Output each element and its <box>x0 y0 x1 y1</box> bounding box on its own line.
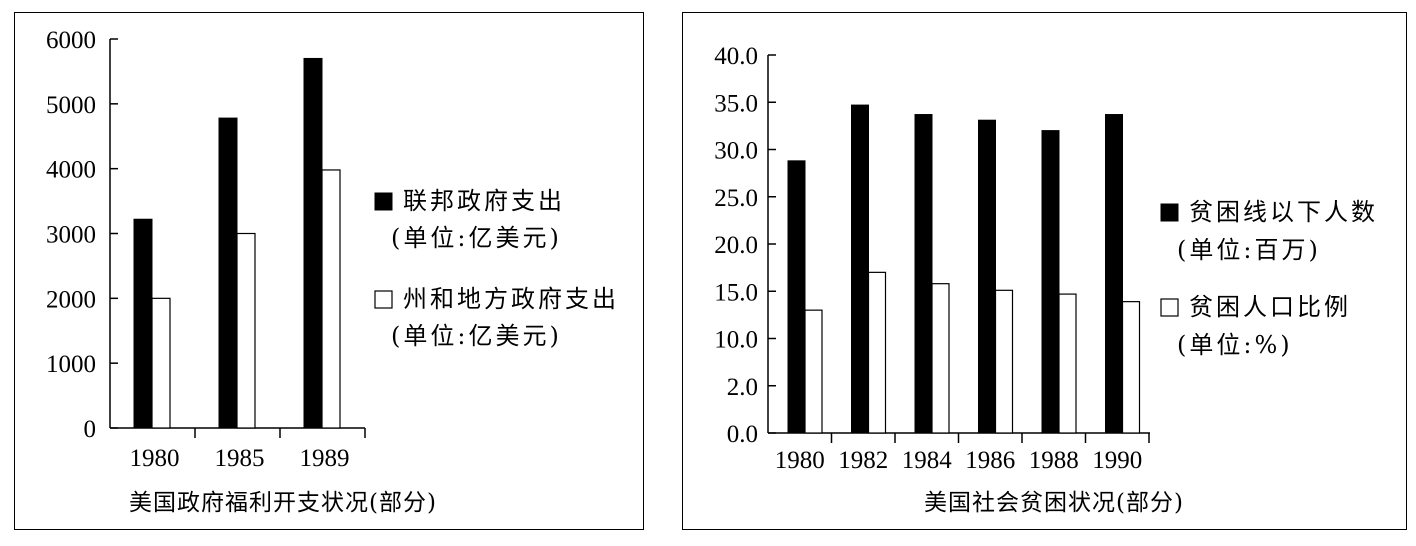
legend-unit-poverty-rate: (单位:%) <box>1177 331 1293 359</box>
bar-poverty-count-1984 <box>914 114 933 434</box>
legend-unit-state-local: (单位:亿美元) <box>391 322 562 350</box>
x-tick-label: 1988 <box>1029 447 1079 474</box>
legend-swatch-state-local <box>374 290 393 309</box>
bar-state-local-1989 <box>321 169 341 429</box>
legend-label-poverty-count: 贫困线以下人数 <box>1189 198 1378 226</box>
x-tick-label: 1980 <box>775 447 825 474</box>
y-tick-label: 3000 <box>46 222 96 249</box>
y-tick-label: 5000 <box>46 92 96 119</box>
y-tick-label: 0 <box>84 416 97 443</box>
poverty-chart-panel: 0.0 2.0 10.0 15.0 20.0 25.0 30.0 35.0 40.0 1980 19… <box>682 12 1407 530</box>
y-tick-label: 20.0 <box>714 232 758 259</box>
bar-state-local-1980 <box>151 297 171 429</box>
y-tick-label: 25.0 <box>714 185 758 212</box>
welfare-spending-chart: 0 1000 2000 3000 4000 5000 6000 1980 1985 1989 联邦… <box>46 27 619 516</box>
x-tick-label: 1980 <box>130 445 180 472</box>
legend-unit-poverty-count: (单位:百万) <box>1177 236 1321 264</box>
legend-unit-federal: (单位:亿美元) <box>391 224 562 252</box>
y-tick-label: 6000 <box>46 27 96 54</box>
x-tick-label: 1986 <box>965 447 1015 474</box>
y-tick-label: 1000 <box>46 351 96 378</box>
y-tick-label: 2000 <box>46 286 96 313</box>
bar-poverty-count-1986 <box>978 119 996 434</box>
bar-poverty-count-1990 <box>1105 114 1123 434</box>
y-tick-label: 0.0 <box>727 421 758 448</box>
poverty-chart: 0.0 2.0 10.0 15.0 20.0 25.0 30.0 35.0 40.0 1980 19… <box>714 43 1378 516</box>
bar-poverty-count-1982 <box>851 104 869 434</box>
chart-caption-welfare: 美国政府福利开支状况(部分) <box>129 490 437 516</box>
legend-label-state-local: 州和地方政府支出 <box>403 285 619 313</box>
x-tick-label: 1982 <box>838 447 888 474</box>
bar-poverty-rate-1984 <box>931 283 950 434</box>
legend-swatch-poverty-count <box>1160 203 1179 222</box>
legend-label-federal: 联邦政府支出 <box>403 187 565 215</box>
y-tick-label: 15.0 <box>714 279 758 306</box>
legend-label-poverty-rate: 贫困人口比例 <box>1189 293 1351 321</box>
bar-poverty-rate-1980 <box>804 309 823 434</box>
welfare-spending-chart-panel: 0 1000 2000 3000 4000 5000 6000 1980 1985 1989 联邦… <box>14 12 644 530</box>
bar-federal-1980 <box>133 218 153 429</box>
bar-poverty-rate-1982 <box>867 271 887 434</box>
bar-poverty-rate-1988 <box>1058 293 1077 434</box>
legend-swatch-federal <box>374 192 393 211</box>
x-tick-label: 1984 <box>902 447 953 474</box>
bar-state-local-1985 <box>236 232 256 429</box>
legend-swatch-poverty-rate <box>1160 298 1179 317</box>
bar-poverty-count-1988 <box>1041 130 1060 434</box>
bar-federal-1989 <box>303 57 323 429</box>
bar-poverty-count-1980 <box>787 160 806 434</box>
x-tick-label: 1985 <box>215 445 265 472</box>
x-tick-label: 1989 <box>300 445 350 472</box>
y-tick-label: 40.0 <box>714 43 758 70</box>
y-tick-label: 4000 <box>46 157 96 184</box>
bar-federal-1985 <box>218 117 238 429</box>
y-tick-label: 35.0 <box>714 90 758 117</box>
y-tick-label: 2.0 <box>727 374 758 401</box>
bar-poverty-rate-1990 <box>1121 301 1141 434</box>
bar-poverty-rate-1986 <box>994 289 1014 434</box>
y-tick-label: 10.0 <box>714 327 758 354</box>
x-tick-label: 1990 <box>1092 447 1142 474</box>
chart-caption-poverty: 美国社会贫困状况(部分) <box>924 490 1184 516</box>
y-tick-label: 30.0 <box>714 138 758 165</box>
